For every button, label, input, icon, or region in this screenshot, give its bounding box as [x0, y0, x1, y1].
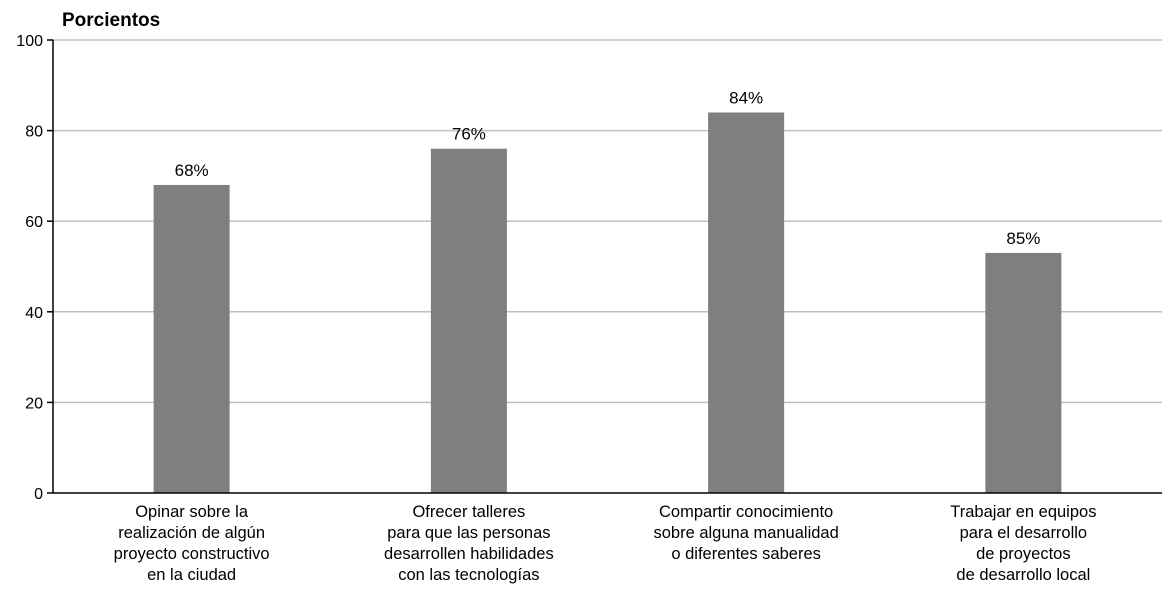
- data-label: 68%: [175, 161, 209, 180]
- y-axis-label: Porcientos: [62, 10, 160, 31]
- category-label-line: Trabajar en equipos: [950, 503, 1096, 521]
- y-tick-label: 0: [34, 486, 43, 503]
- category-label-line: Compartir conocimiento: [659, 503, 833, 521]
- category-label-line: desarrollen habilidades: [384, 545, 554, 563]
- y-tick-label: 80: [25, 124, 43, 141]
- bar-1: [153, 184, 230, 493]
- category-label-line: realización de algún: [118, 524, 265, 542]
- category-labels: Opinar sobre la realización de algún proye…: [114, 503, 1097, 584]
- y-tick-label: 40: [25, 305, 43, 322]
- bar-3: [708, 112, 785, 493]
- category-label-line: sobre alguna manualidad: [653, 524, 838, 542]
- bar-4: [985, 252, 1062, 493]
- axes: 0 20 40 60 80 100: [16, 33, 1162, 503]
- y-tick-label: 60: [25, 214, 43, 231]
- category-label-line: proyecto constructivo: [114, 545, 270, 563]
- category-label-line: de proyectos: [976, 545, 1070, 563]
- category-label-line: para el desarrollo: [960, 524, 1088, 542]
- category-label-line: Opinar sobre la: [135, 503, 249, 521]
- category-label-line: en la ciudad: [147, 566, 236, 584]
- gridlines: [53, 39, 1162, 404]
- bars: [153, 112, 1062, 493]
- y-tick-label: 20: [25, 395, 43, 412]
- category-label-line: o diferentes saberes: [671, 545, 821, 563]
- category-label-line: de desarrollo local: [956, 566, 1090, 584]
- y-tick-label: 100: [16, 33, 43, 50]
- category-label-line: para que las personas: [387, 524, 550, 542]
- data-label: 85%: [1006, 229, 1040, 248]
- category-label-line: Ofrecer talleres: [412, 503, 525, 521]
- data-label: 84%: [729, 88, 763, 107]
- data-labels: 68% 76% 84% 85%: [175, 88, 1041, 247]
- bar-2: [430, 148, 507, 493]
- data-label: 76%: [452, 125, 486, 144]
- category-label-line: con las tecnologías: [398, 566, 539, 584]
